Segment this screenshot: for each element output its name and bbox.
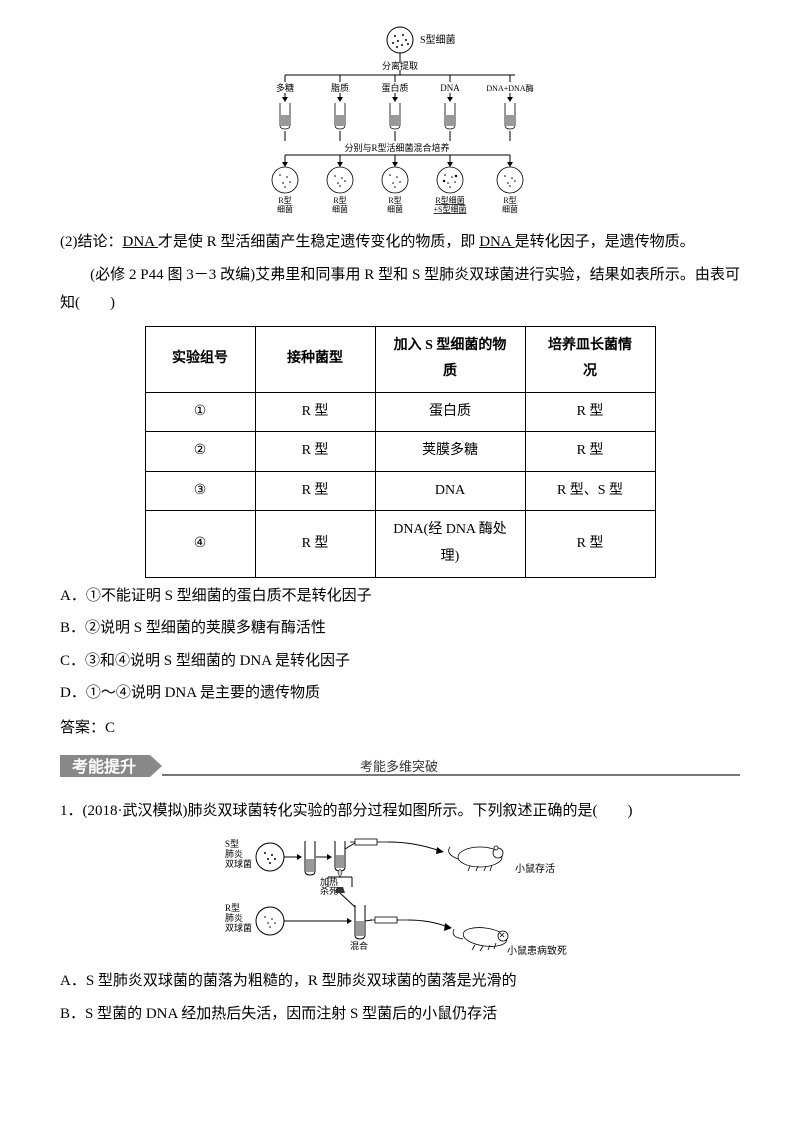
avery-experiment-diagram: S型细菌 分离提取 多糖 脂质 蛋白质 DNA DNA+DNA酶 [60, 25, 740, 220]
option-b: B．②说明 S 型细菌的荚膜多糖有酶活性 [60, 614, 740, 643]
option-d: D．①～④说明 DNA 是主要的遗传物质 [60, 679, 740, 708]
svg-text:R型肺炎双球菌: R型肺炎双球菌 [225, 903, 252, 933]
experiment-table: 实验组号 接种菌型 加入 S 型细菌的物质 培养皿长菌情况 ①R 型蛋白质R 型… [145, 326, 656, 578]
answer-text: 答案：C [60, 714, 740, 743]
th-result: 培养皿长菌情况 [525, 326, 655, 392]
mouse-dead-icon [453, 925, 508, 951]
svg-text:R型细菌+S型细菌: R型细菌+S型细菌 [434, 195, 467, 214]
th-substance: 加入 S 型细菌的物质 [375, 326, 525, 392]
svg-text:DNA+DNA酶: DNA+DNA酶 [486, 83, 533, 93]
section-right: 考能多维突破 [360, 759, 438, 774]
options-block: A．①不能证明 S 型细菌的蛋白质不是转化因子 B．②说明 S 型细菌的荚膜多糖… [60, 582, 740, 708]
option-c: C．③和④说明 S 型细菌的 DNA 是转化因子 [60, 647, 740, 676]
s-bacteria-label: S型细菌 [420, 33, 456, 46]
conclusion-paragraph: (2)结论：DNA 才是使 R 型活细菌产生稳定遗传变化的物质，即 DNA 是转… [60, 228, 740, 257]
branches: 多糖 脂质 蛋白质 DNA DNA+DNA酶 [276, 75, 534, 93]
svg-text:S型肺炎双球菌: S型肺炎双球菌 [225, 839, 252, 869]
svg-text:R型细菌: R型细菌 [332, 196, 348, 214]
sub-option-a: A．S 型肺炎双球菌的菌落为粗糙的，R 型肺炎双球菌的菌落是光滑的 [60, 967, 740, 996]
mix-label-2: 混合 [350, 940, 368, 951]
th-group: 实验组号 [145, 326, 255, 392]
option-a: A．①不能证明 S 型细菌的蛋白质不是转化因子 [60, 582, 740, 611]
section-header: 考能提升 考能多维突破 [60, 752, 740, 789]
mouse-dead-label: 小鼠患病致死 [507, 944, 567, 957]
table-header-row: 实验组号 接种菌型 加入 S 型细菌的物质 培养皿长菌情况 [145, 326, 655, 392]
table-row: ④R 型DNA(经 DNA 酶处理)R 型 [145, 511, 655, 577]
table-row: ①R 型蛋白质R 型 [145, 392, 655, 432]
table-row: ③R 型DNAR 型、S 型 [145, 471, 655, 511]
diagram2-svg: S型肺炎双球菌 加热杀死 小鼠存活 [220, 829, 580, 959]
table-row: ②R 型荚膜多糖R 型 [145, 432, 655, 472]
diagram1-svg: S型细菌 分离提取 多糖 脂质 蛋白质 DNA DNA+DNA酶 [250, 25, 550, 220]
sub-options: A．S 型肺炎双球菌的菌落为粗糙的，R 型肺炎双球菌的菌落是光滑的 B．S 型菌… [60, 967, 740, 1028]
test-tubes-1 [280, 93, 515, 129]
svg-text:R型细菌: R型细菌 [387, 196, 403, 214]
question-intro: (必修 2 P44 图 3－3 改编)艾弗里和同事用 R 型和 S 型肺炎双球菌… [60, 261, 740, 318]
separation-label: 分离提取 [382, 60, 418, 71]
section-banner-svg: 考能提升 考能多维突破 [60, 752, 740, 778]
mouse-alive-icon [449, 846, 503, 871]
svg-text:加热杀死: 加热杀死 [320, 876, 338, 896]
svg-text:DNA: DNA [440, 83, 460, 93]
svg-text:蛋白质: 蛋白质 [381, 82, 408, 93]
svg-text:脂质: 脂质 [331, 82, 349, 93]
th-type: 接种菌型 [255, 326, 375, 392]
mouse-experiment-diagram: S型肺炎双球菌 加热杀死 小鼠存活 [60, 829, 740, 959]
mouse-alive-label: 小鼠存活 [515, 862, 555, 875]
question-1-text: 1．(2018·武汉模拟)肺炎双球菌转化实验的部分过程如图所示。下列叙述正确的是… [60, 797, 740, 826]
svg-text:多糖: 多糖 [276, 82, 294, 93]
mix-label: 分别与R型活细菌混合培养 [344, 142, 449, 153]
svg-text:R型细菌: R型细菌 [502, 196, 518, 214]
section-left: 考能提升 [72, 757, 136, 776]
sub-option-b: B．S 型菌的 DNA 经加热后失活，因而注射 S 型菌后的小鼠仍存活 [60, 1000, 740, 1029]
svg-text:R型细菌: R型细菌 [277, 196, 293, 214]
